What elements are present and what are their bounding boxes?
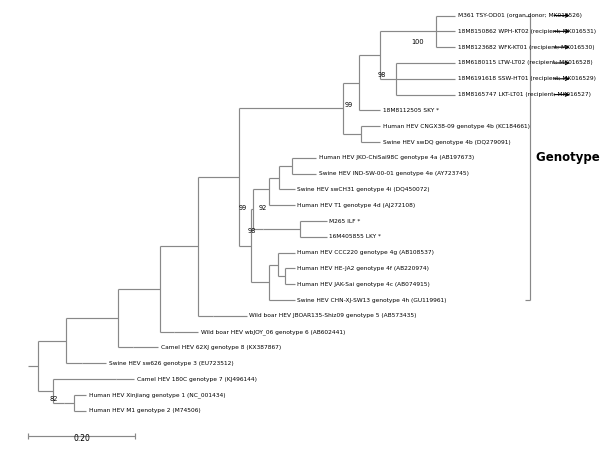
Text: Wild boar HEV wbJOY_06 genotype 6 (AB602441): Wild boar HEV wbJOY_06 genotype 6 (AB602… <box>201 329 346 334</box>
Text: 18M8112505 SKY *: 18M8112505 SKY * <box>383 108 439 113</box>
Text: Swine HEV swDQ genotype 4b (DQ279091): Swine HEV swDQ genotype 4b (DQ279091) <box>383 140 511 144</box>
Text: 18M6191618 SSW-HT01 (recipient; MK016529): 18M6191618 SSW-HT01 (recipient; MK016529… <box>458 76 596 81</box>
Text: 100: 100 <box>412 39 424 45</box>
Text: 99: 99 <box>238 205 247 211</box>
Text: Human HEV CNGX38-09 genotype 4b (KC184661): Human HEV CNGX38-09 genotype 4b (KC18466… <box>383 124 530 129</box>
Text: 0.20: 0.20 <box>73 434 91 443</box>
Text: Genotype 4: Genotype 4 <box>536 151 600 164</box>
Text: Camel HEV 62XJ genotype 8 (KX387867): Camel HEV 62XJ genotype 8 (KX387867) <box>161 345 281 350</box>
Text: Camel HEV 180C genotype 7 (KJ496144): Camel HEV 180C genotype 7 (KJ496144) <box>137 377 257 382</box>
Text: 18M6180115 LTW-LT02 (recipient; MK016528): 18M6180115 LTW-LT02 (recipient; MK016528… <box>458 60 592 66</box>
Text: Swine HEV swCH31 genotype 4i (DQ450072): Swine HEV swCH31 genotype 4i (DQ450072) <box>298 187 430 192</box>
Text: 82: 82 <box>50 396 58 402</box>
Text: 98: 98 <box>377 72 386 78</box>
Text: Human HEV HE-JA2 genotype 4f (AB220974): Human HEV HE-JA2 genotype 4f (AB220974) <box>298 266 430 271</box>
Text: 16M405855 LKY *: 16M405855 LKY * <box>329 234 382 239</box>
Text: Swine HEV sw626 genotype 3 (EU723512): Swine HEV sw626 genotype 3 (EU723512) <box>109 361 234 366</box>
Text: Human HEV CCC220 genotype 4g (AB108537): Human HEV CCC220 genotype 4g (AB108537) <box>298 250 434 255</box>
Text: Human HEV JKO-ChiSai98C genotype 4a (AB197673): Human HEV JKO-ChiSai98C genotype 4a (AB1… <box>319 155 474 160</box>
Text: M361 TSY-OD01 (organ donor; MK016526): M361 TSY-OD01 (organ donor; MK016526) <box>458 13 581 18</box>
Text: Swine HEV CHN-XJ-SW13 genotype 4h (GU119961): Swine HEV CHN-XJ-SW13 genotype 4h (GU119… <box>298 297 447 302</box>
Text: 18M8165747 LKT-LT01 (recipient; MK016527): 18M8165747 LKT-LT01 (recipient; MK016527… <box>458 92 590 97</box>
Text: 99: 99 <box>344 102 352 108</box>
Text: Human HEV JAK-Sai genotype 4c (AB074915): Human HEV JAK-Sai genotype 4c (AB074915) <box>298 282 430 287</box>
Text: Human HEV M1 genotype 2 (M74506): Human HEV M1 genotype 2 (M74506) <box>89 408 200 413</box>
Text: Human HEV T1 genotype 4d (AJ272108): Human HEV T1 genotype 4d (AJ272108) <box>298 203 416 208</box>
Text: 18M8150862 WPH-KT02 (recipient; MK016531): 18M8150862 WPH-KT02 (recipient; MK016531… <box>458 29 596 34</box>
Text: 92: 92 <box>259 205 267 211</box>
Text: 18M8123682 WFK-KT01 (recipient; MK016530): 18M8123682 WFK-KT01 (recipient; MK016530… <box>458 45 595 50</box>
Text: M265 ILF *: M265 ILF * <box>329 219 361 224</box>
Text: Swine HEV IND-SW-00-01 genotype 4e (AY723745): Swine HEV IND-SW-00-01 genotype 4e (AY72… <box>319 171 469 176</box>
Text: 98: 98 <box>248 228 256 234</box>
Text: Human HEV Xinjiang genotype 1 (NC_001434): Human HEV Xinjiang genotype 1 (NC_001434… <box>89 392 226 398</box>
Text: Wild boar HEV JBOAR135-Shiz09 genotype 5 (AB573435): Wild boar HEV JBOAR135-Shiz09 genotype 5… <box>249 313 417 319</box>
